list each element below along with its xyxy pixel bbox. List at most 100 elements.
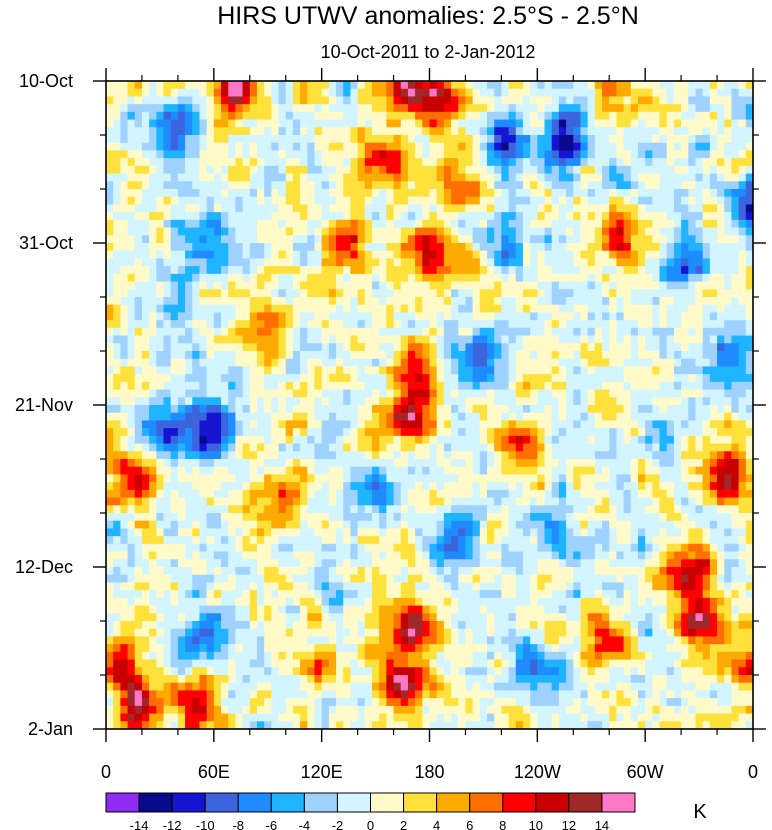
anomaly-cell — [688, 489, 697, 499]
anomaly-cell — [113, 150, 121, 159]
anomaly-cell — [501, 158, 510, 167]
anomaly-cell — [400, 297, 409, 306]
anomaly-cell — [501, 343, 510, 352]
anomaly-cell — [127, 150, 136, 159]
anomaly-cell — [429, 273, 438, 283]
anomaly-cell — [141, 466, 150, 476]
anomaly-cell — [221, 281, 229, 290]
anomaly-cell — [134, 127, 143, 136]
anomaly-cell — [141, 435, 150, 445]
anomaly-cell — [745, 312, 753, 321]
anomaly-cell — [235, 304, 244, 314]
anomaly-cell — [745, 181, 753, 190]
anomaly-cell — [285, 389, 294, 398]
anomaly-cell — [544, 235, 553, 244]
anomaly-cell — [336, 320, 344, 329]
anomaly-cell — [673, 435, 682, 445]
anomaly-cell — [371, 289, 380, 298]
anomaly-cell — [580, 482, 589, 491]
anomaly-cell — [106, 374, 114, 383]
anomaly-cell — [177, 374, 186, 383]
anomaly-cell — [371, 196, 380, 206]
anomaly-cell — [558, 312, 567, 321]
anomaly-cell — [407, 466, 416, 476]
anomaly-cell — [717, 243, 725, 252]
anomaly-cell — [666, 451, 675, 460]
anomaly-cell — [602, 312, 610, 321]
anomaly-cell — [256, 281, 265, 290]
anomaly-cell — [602, 466, 610, 476]
anomaly-cell — [451, 459, 459, 468]
anomaly-cell — [213, 343, 222, 352]
anomaly-cell — [141, 420, 150, 429]
anomaly-cell — [515, 412, 524, 422]
anomaly-cell — [350, 420, 359, 429]
anomaly-cell — [393, 335, 402, 344]
anomaly-cell — [170, 96, 179, 105]
anomaly-cell — [522, 381, 531, 391]
anomaly-cell — [702, 204, 711, 213]
anomaly-cell — [213, 196, 222, 206]
anomaly-cell — [717, 320, 725, 329]
anomaly-cell — [731, 420, 740, 429]
anomaly-cell — [558, 227, 567, 236]
anomaly-cell — [479, 358, 488, 368]
anomaly-cell — [271, 366, 280, 375]
anomaly-cell — [371, 81, 380, 90]
anomaly-cell — [192, 81, 201, 90]
anomaly-cell — [429, 189, 438, 198]
anomaly-cell — [199, 273, 208, 283]
anomaly-cell — [731, 482, 740, 491]
anomaly-cell — [451, 289, 459, 298]
anomaly-cell — [666, 88, 675, 98]
anomaly-cell — [328, 327, 337, 337]
anomaly-cell — [659, 266, 668, 275]
anomaly-cell — [515, 420, 524, 429]
anomaly-cell — [422, 474, 431, 483]
anomaly-cell — [307, 343, 316, 352]
anomaly-cell — [156, 459, 165, 468]
anomaly-cell — [278, 150, 287, 159]
anomaly-cell — [120, 289, 129, 298]
anomaly-cell — [120, 173, 129, 182]
anomaly-cell — [321, 243, 330, 252]
anomaly-cell — [228, 243, 236, 252]
anomaly-cell — [422, 297, 431, 306]
anomaly-cell — [141, 505, 150, 514]
anomaly-cell — [508, 273, 517, 283]
anomaly-cell — [436, 351, 445, 360]
anomaly-cell — [673, 358, 682, 368]
anomaly-cell — [163, 227, 172, 236]
anomaly-cell — [199, 366, 208, 375]
anomaly-cell — [724, 312, 733, 321]
anomaly-cell — [501, 304, 510, 314]
anomaly-cell — [415, 289, 423, 298]
anomaly-cell — [379, 297, 387, 306]
anomaly-cell — [149, 297, 157, 306]
anomaly-cell — [379, 104, 387, 113]
anomaly-cell — [609, 189, 618, 198]
anomaly-cell — [465, 351, 474, 360]
anomaly-cell — [602, 281, 610, 290]
anomaly-cell — [573, 405, 582, 414]
anomaly-cell — [371, 158, 380, 167]
anomaly-cell — [170, 81, 179, 90]
anomaly-cell — [458, 266, 467, 275]
anomaly-cell — [106, 505, 114, 514]
anomaly-cell — [587, 459, 596, 468]
anomaly-cell — [544, 351, 553, 360]
anomaly-cell — [487, 173, 495, 182]
anomaly-cell — [350, 119, 359, 128]
anomaly-cell — [602, 489, 610, 499]
anomaly-cell — [285, 135, 294, 144]
anomaly-cell — [652, 150, 661, 159]
anomaly-cell — [515, 150, 524, 159]
anomaly-cell — [192, 343, 201, 352]
anomaly-cell — [637, 335, 646, 344]
anomaly-cell — [379, 327, 387, 337]
anomaly-cell — [371, 304, 380, 314]
anomaly-cell — [587, 297, 596, 306]
anomaly-cell — [573, 204, 582, 213]
anomaly-cell — [228, 412, 236, 422]
anomaly-cell — [443, 142, 452, 152]
